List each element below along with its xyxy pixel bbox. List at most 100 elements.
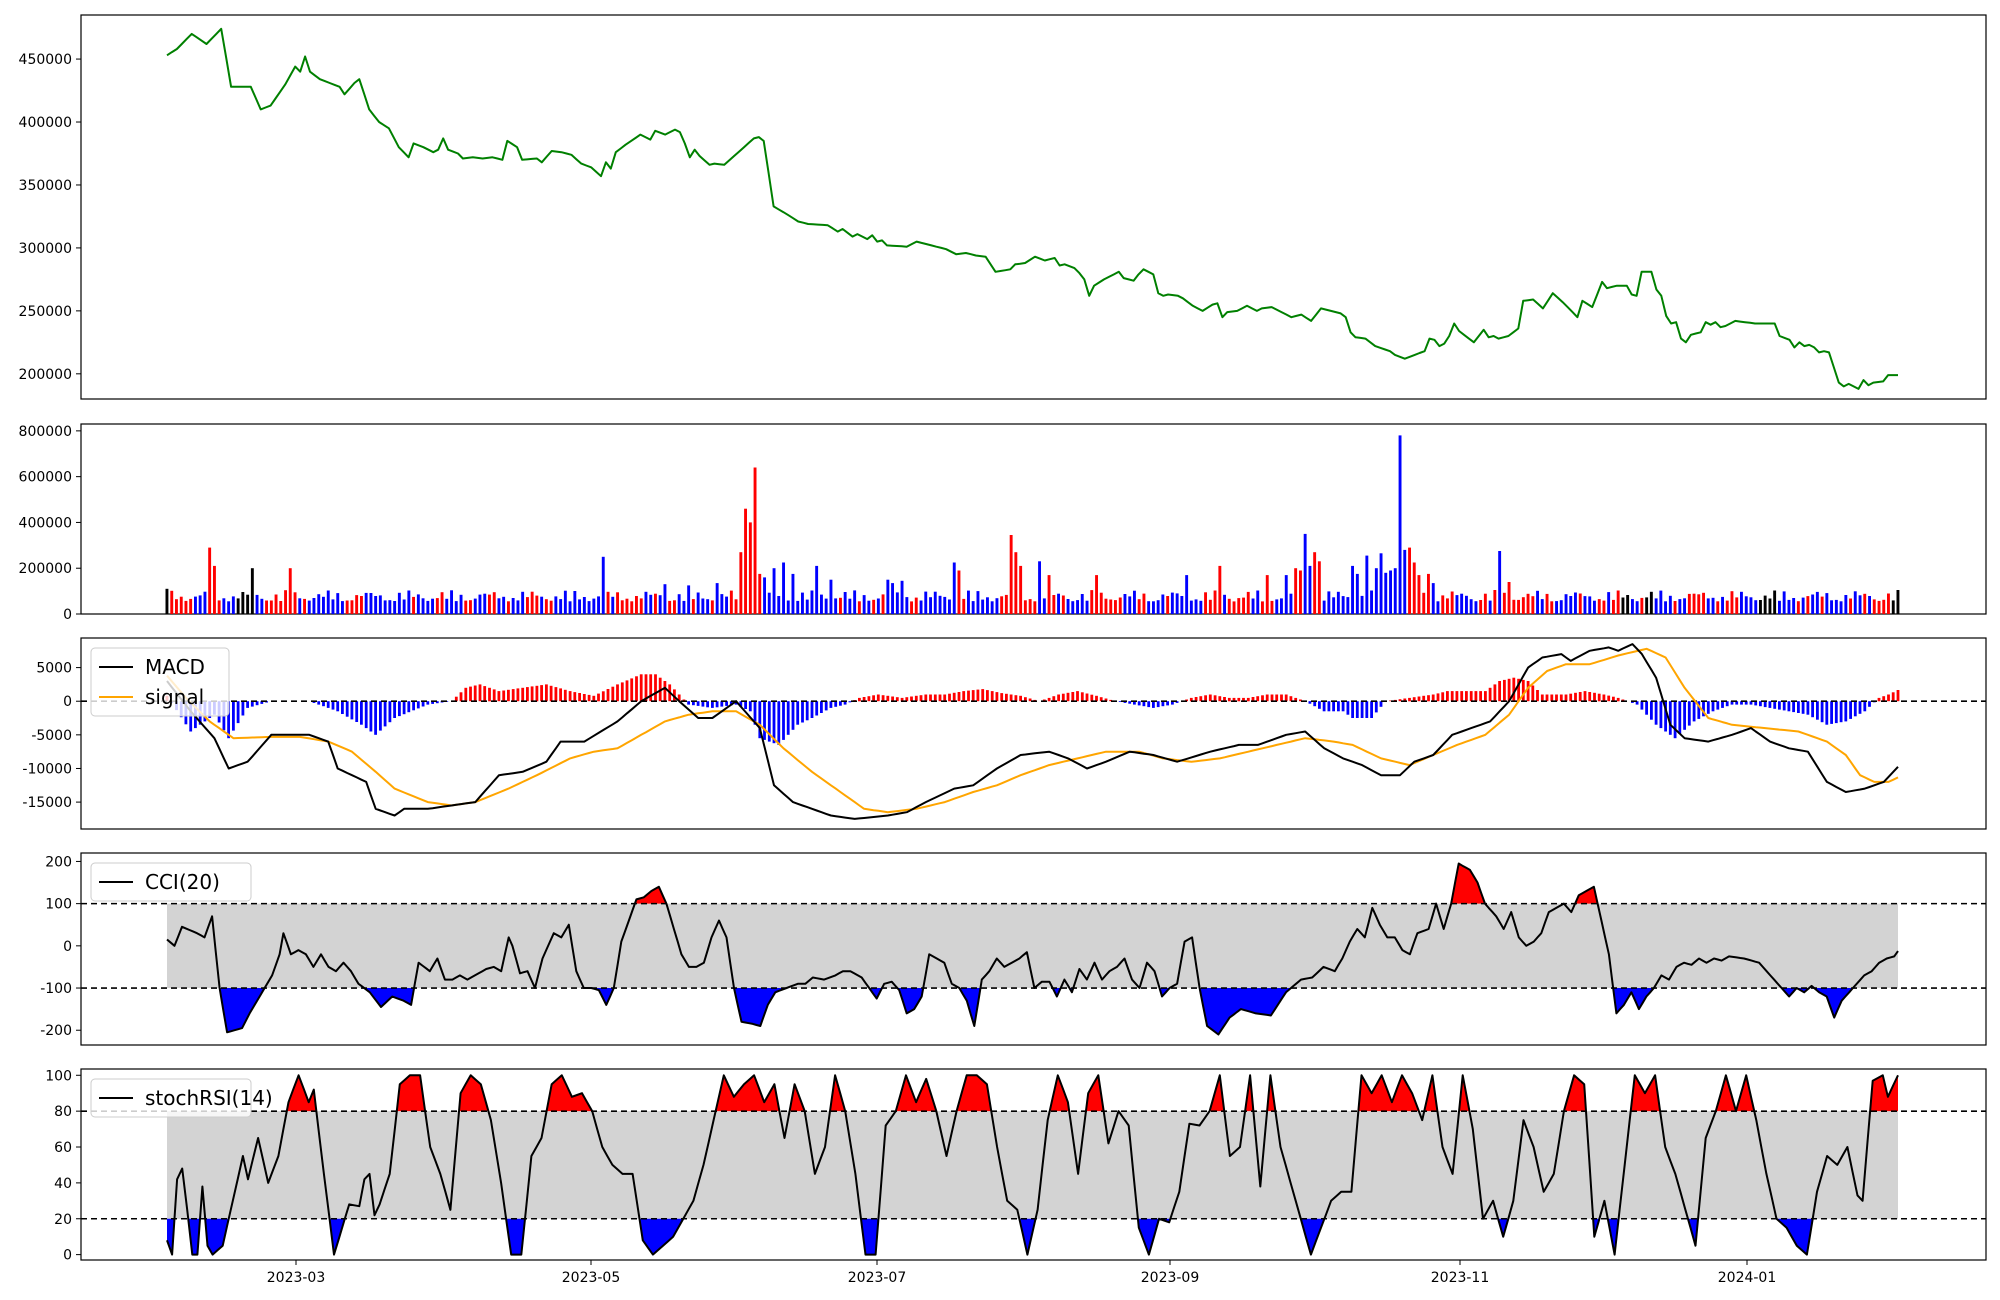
macd-histogram-bar <box>1716 701 1720 710</box>
macd-histogram-bar <box>1526 681 1530 702</box>
macd-histogram-bar <box>1555 694 1558 702</box>
macd-histogram-bar <box>511 689 515 702</box>
macd-histogram-bar <box>834 701 838 707</box>
x-tick-label: 2023-11 <box>1431 1270 1490 1286</box>
macd-histogram-bar <box>1208 694 1212 702</box>
volume-bar <box>1687 593 1691 614</box>
macd-histogram-bar <box>820 701 823 713</box>
macd-histogram-bar <box>1431 694 1435 702</box>
macd-frame <box>80 637 1987 830</box>
macd-histogram-bar <box>1299 699 1302 702</box>
volume-bar <box>1332 597 1336 614</box>
volume-bar <box>469 600 472 614</box>
macd-histogram-bar <box>1246 697 1250 702</box>
volume-bar <box>601 556 605 614</box>
macd-histogram-bar <box>1749 701 1753 705</box>
volume-bar <box>165 588 169 614</box>
macd-histogram-bar <box>1161 701 1165 707</box>
price-y-tick-label: 300000 <box>19 241 72 257</box>
stochrsi-overbought-fill <box>1870 1075 1898 1112</box>
volume-panel: 0 200000 400000 600000 800000 <box>19 423 1987 623</box>
volume-bar <box>1768 598 1772 614</box>
volume-bar <box>1872 599 1876 614</box>
volume-bar <box>1673 601 1677 614</box>
macd-histogram-bar <box>696 701 700 706</box>
macd-histogram-bar <box>1887 694 1890 702</box>
volume-bar <box>592 598 596 614</box>
macd-panel: -15000 -10000 -5000 0 5000 MACD signal <box>22 637 1987 830</box>
volume-bar <box>1242 597 1245 614</box>
macd-histogram-bar <box>469 686 472 702</box>
volume-bar <box>1427 573 1430 614</box>
price-y-tick-label: 200000 <box>19 367 72 383</box>
volume-bar <box>1066 599 1070 614</box>
volume-bar <box>1308 565 1312 614</box>
volume-bar <box>1469 599 1473 614</box>
volume-bar <box>1787 599 1791 614</box>
macd-histogram-bar <box>1540 694 1544 702</box>
macd-histogram-bar <box>1370 701 1373 718</box>
price-panel: 200000 250000 300000 350000 400000 450000 <box>19 14 1987 400</box>
macd-histogram-bar <box>692 701 695 706</box>
volume-bar <box>1123 594 1127 614</box>
macd-histogram-bar <box>1830 701 1833 724</box>
macd-histogram-bar <box>1337 701 1340 712</box>
stochrsi-overbought-fill <box>830 1075 846 1112</box>
macd-histogram-bar <box>459 692 463 702</box>
macd-histogram-bar <box>502 690 506 702</box>
volume-bar <box>563 590 567 614</box>
volume-bar <box>350 600 354 614</box>
stochrsi-band <box>167 1111 1898 1219</box>
volume-bar <box>796 600 800 614</box>
macd-histogram-bar <box>478 684 482 702</box>
volume-bar <box>1019 565 1023 614</box>
macd-histogram-bar <box>748 701 752 712</box>
macd-histogram-bar <box>1128 701 1132 704</box>
macd-histogram-bar <box>1460 691 1464 702</box>
stochrsi-line <box>166 1074 1899 1256</box>
volume-bar <box>1175 593 1179 614</box>
volume-bar <box>378 595 382 614</box>
volume-bar <box>1891 600 1895 614</box>
macd-histogram-bar <box>1706 701 1710 714</box>
macd-histogram-bar <box>948 693 951 702</box>
macd-histogram-bar <box>421 701 425 707</box>
macd-histogram-bar <box>1061 693 1065 702</box>
macd-histogram-bar <box>1104 698 1108 702</box>
macd-histogram-bar <box>772 701 776 744</box>
macd-histogram-bar <box>1597 693 1601 702</box>
volume-bar <box>1450 591 1454 614</box>
macd-histogram-bar <box>687 701 690 705</box>
macd-histogram-bar <box>1152 701 1155 708</box>
macd-histogram-bar <box>322 701 325 707</box>
volume-bar <box>1237 598 1241 614</box>
volume-bar <box>1521 597 1525 614</box>
macd-histogram-bar <box>1545 694 1549 702</box>
stochrsi-overbought-fill <box>895 1075 937 1112</box>
price-line <box>166 27 1898 390</box>
volume-bar <box>1474 601 1478 614</box>
volume-bar <box>208 547 212 614</box>
volume-bar <box>649 594 653 614</box>
macd-histogram-bar <box>1218 696 1222 702</box>
cci-panel: -200 -100 0 100 200 CCI(20) <box>40 852 1987 1046</box>
volume-bar <box>782 562 785 614</box>
macd-histogram-bar <box>801 701 804 723</box>
volume-bar <box>1360 595 1364 614</box>
volume-bar <box>1588 596 1592 614</box>
volume-bar <box>654 593 657 614</box>
macd-histogram-bar <box>1318 701 1321 709</box>
macd-histogram-bar <box>483 686 487 702</box>
macd-histogram-bar <box>416 701 420 709</box>
volume-bar <box>203 591 207 614</box>
volume-bar <box>303 598 306 614</box>
x-tick-label: 2024-01 <box>1718 1270 1777 1286</box>
volume-bar <box>1834 599 1838 614</box>
macd-histogram-bar <box>374 701 377 735</box>
volume-bar <box>175 599 178 614</box>
macd-histogram-bar <box>1265 694 1269 702</box>
volume-y-tick-label: 600000 <box>19 470 72 486</box>
volume-bar <box>891 583 894 614</box>
volume-bar <box>606 591 610 614</box>
stochrsi-oversold-fill <box>1137 1218 1159 1255</box>
